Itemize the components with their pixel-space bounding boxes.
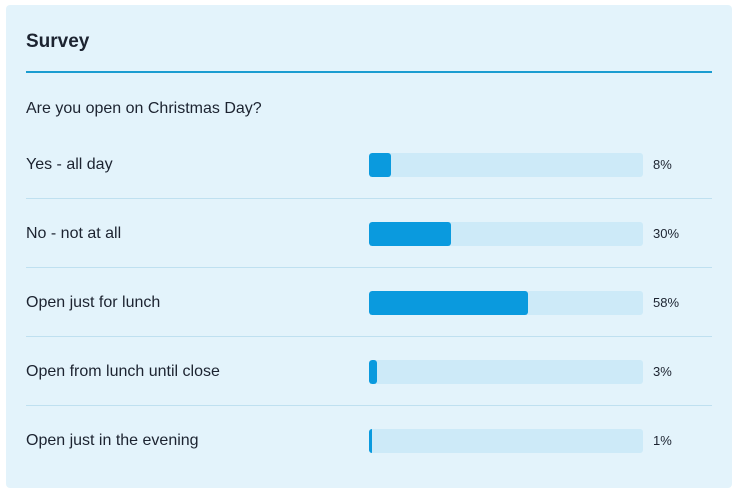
option-row-evening: Open just in the evening 1% [26, 406, 712, 475]
option-bar-fill [369, 429, 372, 453]
option-percent: 1% [653, 433, 672, 448]
title-divider [26, 71, 712, 73]
option-row-lunch: Open just for lunch 58% [26, 268, 712, 337]
option-label: Yes - all day [26, 156, 113, 173]
option-bar-track [369, 291, 643, 315]
option-bar-track [369, 360, 643, 384]
option-label: No - not at all [26, 225, 122, 242]
option-bar-track [369, 429, 643, 453]
option-percent: 8% [653, 157, 672, 172]
option-percent: 58% [653, 295, 680, 310]
survey-card: Survey Are you open on Christmas Day? Ye… [6, 5, 732, 488]
survey-options: Yes - all day 8% No - not at all 30% Ope… [26, 130, 712, 475]
survey-title: Survey [26, 31, 90, 52]
option-row-lunch-until-close: Open from lunch until close 3% [26, 337, 712, 406]
option-bar-fill [369, 153, 391, 177]
option-percent: 30% [653, 226, 680, 241]
option-bar-fill [369, 222, 452, 246]
option-row-not-at-all: No - not at all 30% [26, 199, 712, 268]
option-row-yes-all-day: Yes - all day 8% [26, 130, 712, 199]
option-label: Open from lunch until close [26, 363, 220, 380]
survey-question: Are you open on Christmas Day? [26, 100, 262, 117]
option-bar-fill [369, 291, 528, 315]
option-percent: 3% [653, 364, 672, 379]
option-label: Open just in the evening [26, 432, 199, 449]
option-bar-fill [369, 360, 378, 384]
option-bar-track [369, 222, 643, 246]
option-bar-track [369, 153, 643, 177]
option-label: Open just for lunch [26, 294, 161, 311]
